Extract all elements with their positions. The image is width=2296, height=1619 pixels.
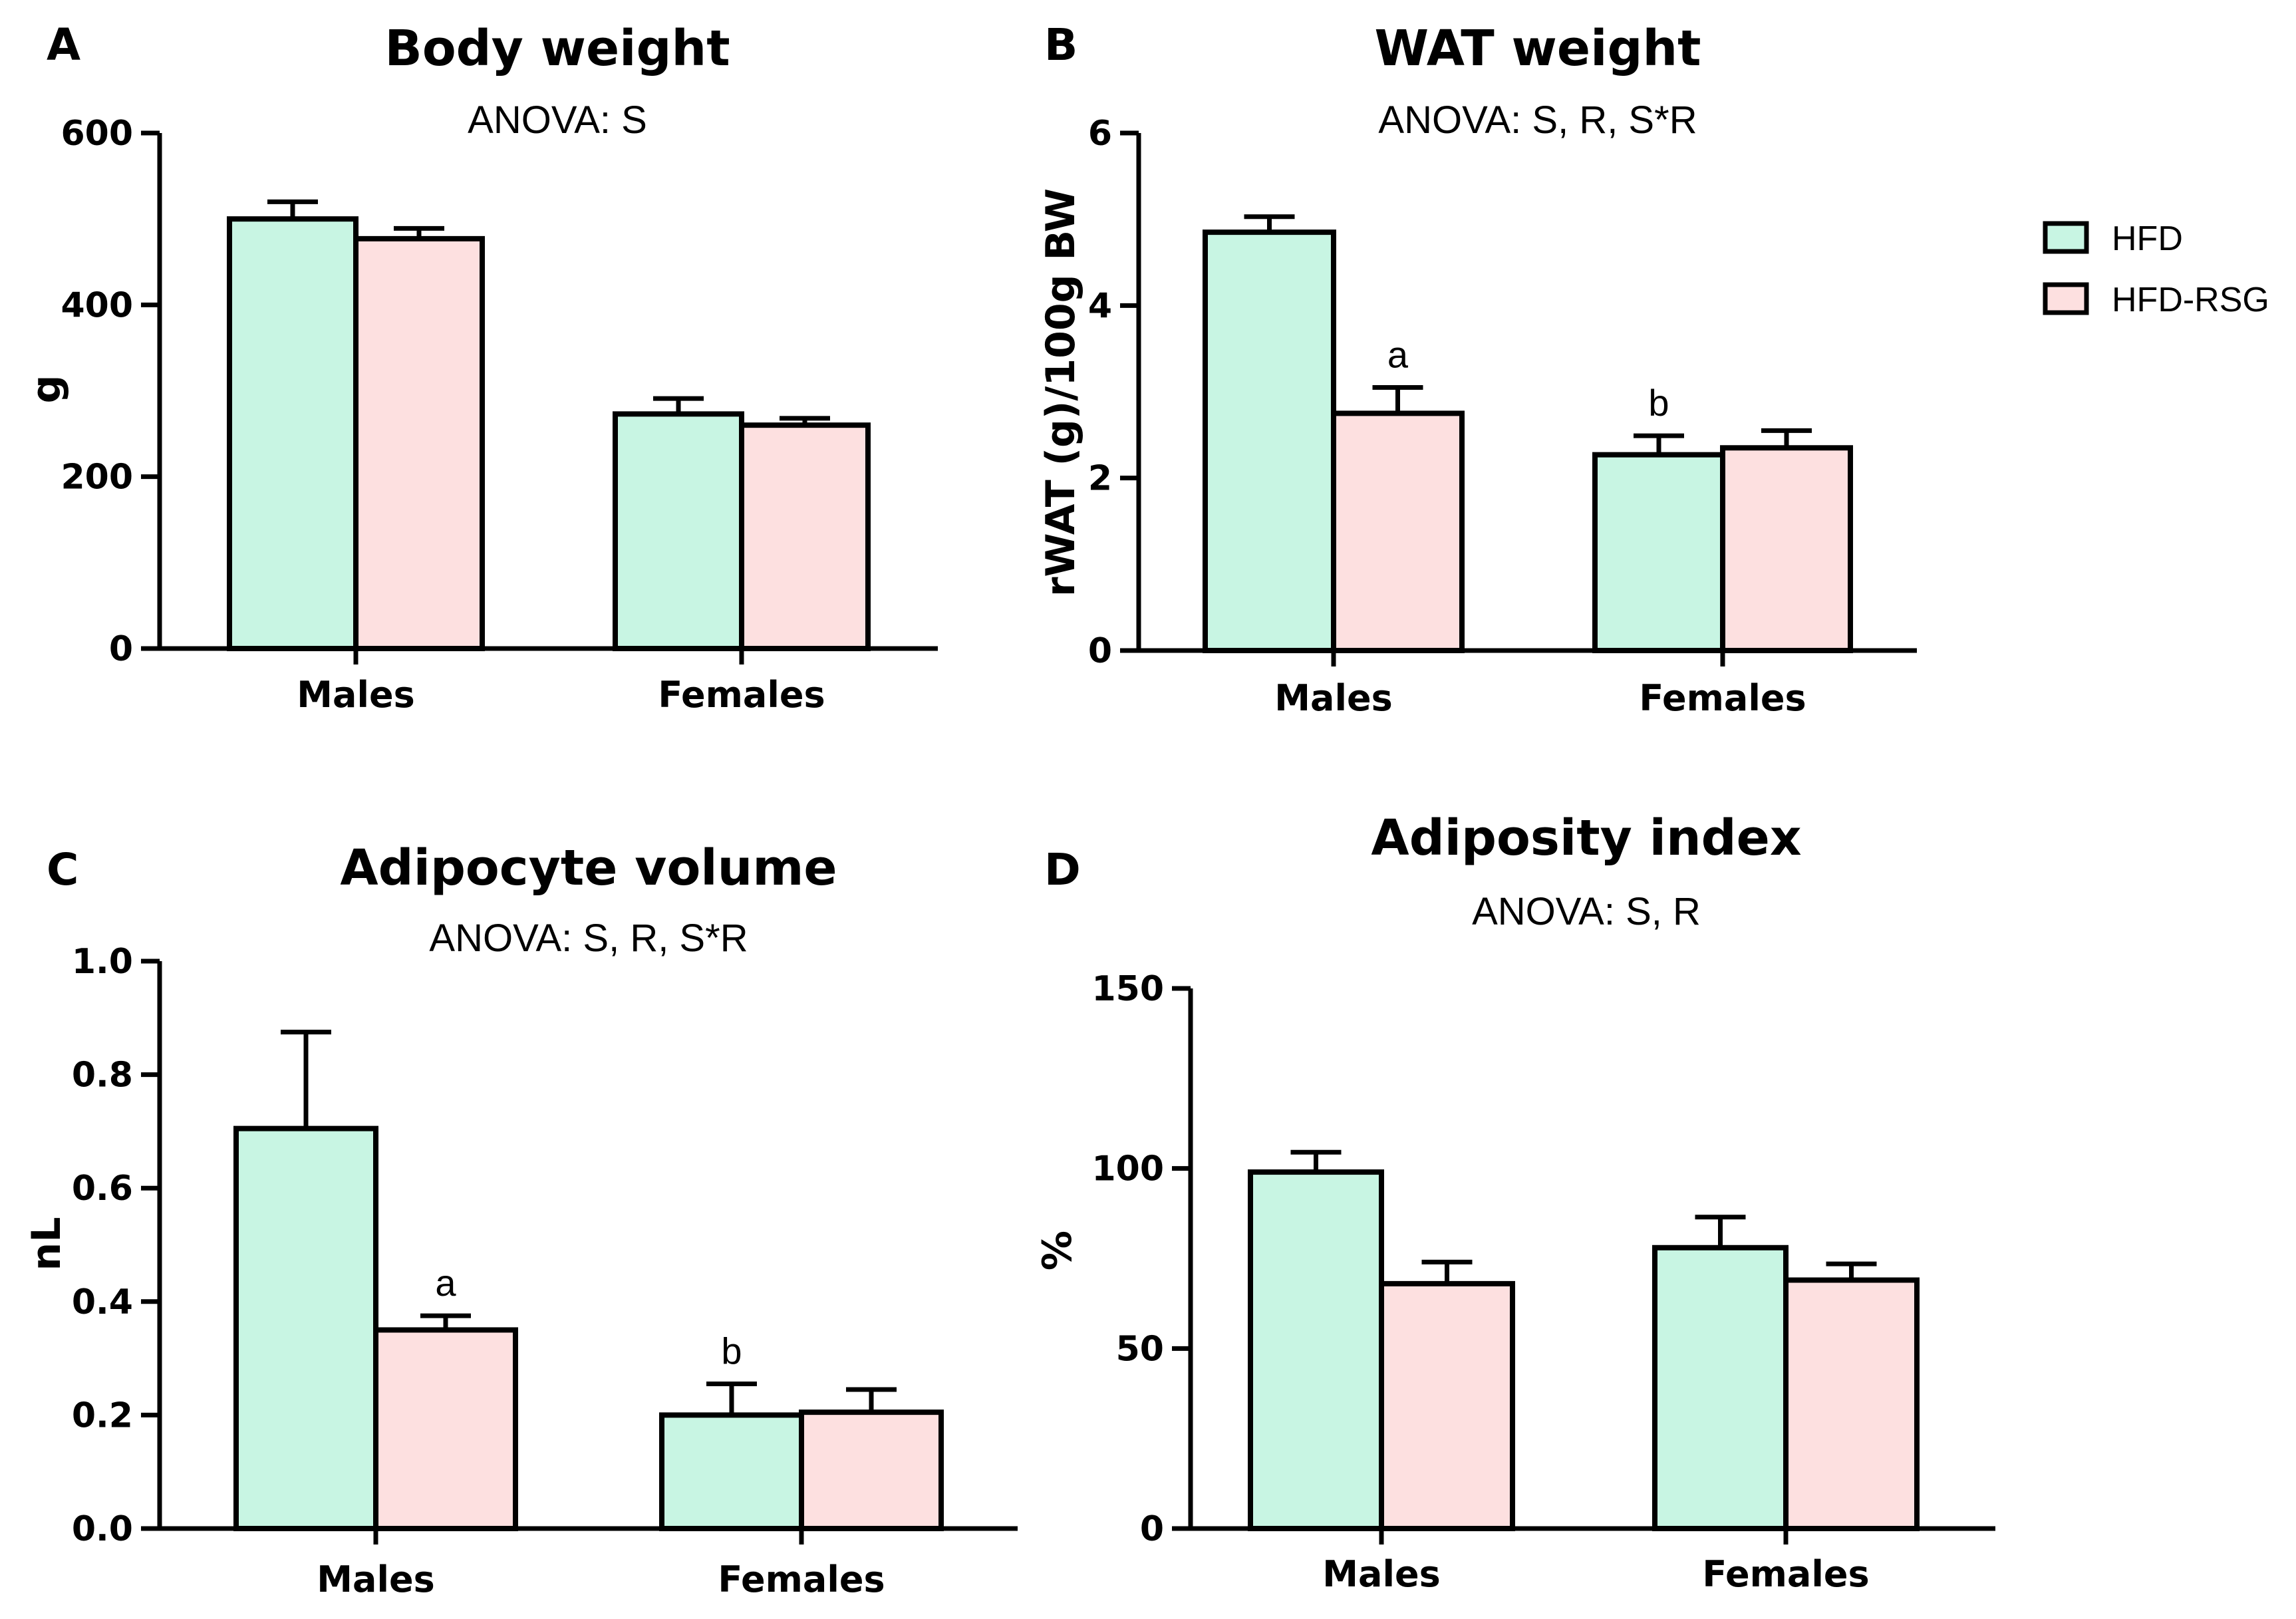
panel-a: A Body weight ANOVA: S g 0 200 400 600 Males Fema… — [23, 19, 938, 716]
bar-hfd-rsg-males — [1331, 410, 1465, 654]
panel-d: D Adiposity index ANOVA: S, R% 0 50 100 150 Mal… — [1034, 810, 1995, 1595]
panel-letter: B — [1044, 19, 1077, 71]
y-tick-label: 400 — [61, 285, 133, 325]
y-tick-label: 1.0 — [72, 942, 133, 982]
y-tick-label: 50 — [1116, 1329, 1164, 1369]
x-category-label: Males — [297, 674, 414, 716]
bar-hfd-females — [659, 1412, 804, 1531]
significance-letter: b — [721, 1330, 742, 1372]
y-tick-label: 0 — [1140, 1509, 1164, 1549]
chart-title: Body weight — [384, 20, 730, 77]
bar-hfd-males — [1203, 229, 1336, 654]
bar-hfd-rsg-males — [1379, 1280, 1515, 1531]
panel-letter: A — [47, 19, 80, 71]
y-tick-label: 0.4 — [72, 1282, 133, 1322]
chart-subtitle: ANOVA: S, R, S*R — [429, 917, 748, 960]
x-category-label: Males — [317, 1558, 434, 1600]
y-tick-label: 0.2 — [72, 1396, 133, 1435]
y-tick-label: 4 — [1088, 286, 1112, 326]
legend-swatch-hfd-rsg — [2043, 282, 2089, 315]
bar-hfd-females — [1652, 1245, 1789, 1531]
y-tick-label: 0 — [109, 629, 133, 669]
bar-hfd-males — [227, 216, 359, 651]
bar-hfd-rsg-males — [373, 1327, 518, 1531]
y-tick-label: 600 — [61, 114, 133, 154]
y-tick-label: 150 — [1091, 969, 1164, 1009]
bar-hfd-rsg-females — [739, 422, 871, 652]
panel-letter: C — [47, 844, 78, 895]
bar-hfd-females — [613, 411, 744, 651]
chart-subtitle: ANOVA: S, R, S*R — [1378, 98, 1697, 142]
bar-hfd-rsg-females — [799, 1409, 944, 1532]
significance-letter: b — [1648, 382, 1669, 424]
bar-hfd-rsg-females — [1720, 445, 1853, 653]
panel-b: B WAT weight ANOVA: S, R, S*R rWAT (g)/100g… — [1038, 19, 1917, 719]
chart-title: Adipocyte volume — [340, 839, 837, 897]
y-axis-label: % — [1034, 1231, 1081, 1270]
chart-title: WAT weight — [1374, 20, 1701, 77]
y-axis-label: nL — [23, 1217, 70, 1271]
x-category-label: Females — [718, 1558, 885, 1600]
x-category-label: Females — [1702, 1553, 1869, 1595]
y-tick-label: 200 — [61, 458, 133, 498]
bar-hfd-rsg-females — [1783, 1277, 1920, 1531]
chart-title: Adiposity index — [1371, 810, 1801, 867]
bar-hfd-males — [233, 1125, 378, 1531]
x-category-label: Females — [658, 674, 825, 716]
bar-hfd-females — [1592, 452, 1725, 653]
panel-c: C Adipocyte volume ANOVA: S, R, S*R nL a b 0.0… — [23, 839, 1018, 1600]
legend: HFD HFD-RSG — [2043, 220, 2269, 319]
legend-label-hfd: HFD — [2112, 220, 2183, 258]
panel-letter: D — [1044, 844, 1081, 895]
y-axis-label: g — [23, 375, 70, 404]
x-category-label: Males — [1322, 1553, 1440, 1595]
legend-label-hfd-rsg: HFD-RSG — [2112, 281, 2269, 319]
significance-letter: a — [435, 1262, 456, 1304]
chart-subtitle: ANOVA: S — [468, 98, 647, 142]
bar-hfd-males — [1248, 1169, 1384, 1531]
y-tick-label: 0.0 — [72, 1509, 133, 1549]
significance-letter: a — [1387, 334, 1409, 376]
y-axis-label: rWAT (g)/100g BW — [1038, 188, 1084, 597]
x-category-label: Males — [1274, 677, 1392, 719]
chart-subtitle: ANOVA: S, R — [1472, 890, 1701, 933]
y-tick-label: 6 — [1088, 114, 1112, 154]
y-tick-label: 2 — [1088, 459, 1112, 499]
y-tick-label: 0.6 — [72, 1169, 133, 1209]
y-tick-label: 0.8 — [72, 1056, 133, 1096]
bar-hfd-rsg-males — [353, 235, 485, 651]
y-tick-label: 0 — [1088, 631, 1112, 671]
x-category-label: Females — [1639, 677, 1806, 719]
y-tick-label: 100 — [1091, 1149, 1164, 1189]
legend-swatch-hfd — [2043, 221, 2089, 254]
